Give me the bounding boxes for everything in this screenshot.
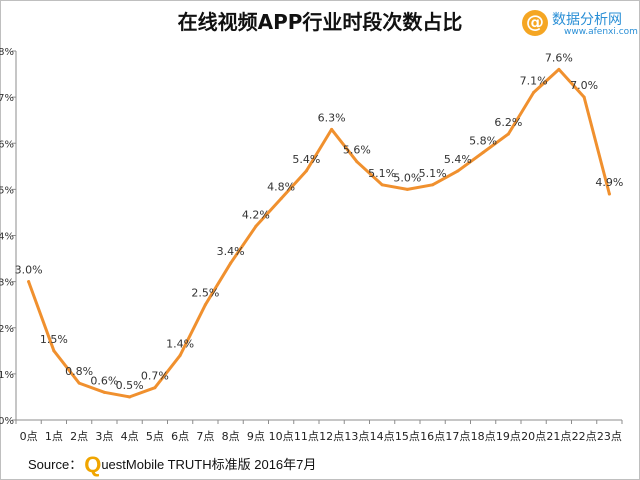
data-label: 3.0% [15, 264, 43, 277]
data-label: 5.8% [469, 134, 497, 147]
x-tick-label: 18点 [471, 430, 496, 443]
data-point [481, 150, 485, 154]
y-axis-ticks: 0% 1% 2% 3% 4% 5% 6% 7% 8% [0, 47, 16, 427]
data-point [304, 169, 308, 173]
series-layer [27, 67, 611, 399]
y-tick-label: 5% [0, 185, 14, 196]
data-label: 4.8% [267, 181, 295, 194]
y-tick-label: 8% [0, 47, 14, 58]
data-point [456, 169, 460, 173]
data-label: 3.4% [217, 245, 245, 258]
data-point [557, 67, 561, 71]
x-tick-label: 22点 [572, 430, 597, 443]
data-label: 7.0% [570, 79, 598, 92]
y-tick-label: 3% [0, 278, 14, 289]
data-point [405, 187, 409, 191]
data-point [380, 183, 384, 187]
data-point [128, 395, 132, 399]
data-point [431, 183, 435, 187]
data-point [532, 91, 536, 95]
data-label: 5.0% [393, 171, 421, 184]
data-label: 2.5% [191, 287, 219, 300]
y-tick-label: 7% [0, 93, 14, 104]
x-tick-label: 23点 [597, 430, 622, 443]
data-point [77, 381, 81, 385]
data-label: 0.6% [90, 374, 118, 387]
data-label: 5.1% [419, 167, 447, 180]
data-point [52, 349, 56, 353]
x-tick-label: 17点 [445, 430, 470, 443]
x-tick-label: 3点 [95, 430, 113, 443]
data-point [254, 224, 258, 228]
x-tick-label: 20点 [521, 430, 546, 443]
data-label: 7.6% [545, 51, 573, 64]
x-tick-label: 9点 [247, 430, 265, 443]
y-tick-label: 1% [0, 370, 14, 381]
data-label: 0.8% [65, 365, 93, 378]
logo-icon: @ [522, 10, 548, 36]
data-labels: 3.0% 1.5% 0.8%0.6%0.5%0.7% 1.4% 2.5% 3.4% 4.2%… [15, 51, 624, 391]
source-note: Source：QuestMobile TRUTH标准版 2016年7月 [28, 452, 316, 478]
questmobile-logo-q: Q [84, 452, 102, 477]
data-point [607, 192, 611, 196]
data-point [153, 386, 157, 390]
y-tick-label: 4% [0, 232, 14, 243]
x-tick-label: 4点 [121, 430, 139, 443]
x-tick-label: 5点 [146, 430, 164, 443]
data-label: 4.9% [595, 176, 623, 189]
x-tick-label: 21点 [546, 430, 571, 443]
data-point [27, 280, 31, 284]
x-axis-ticks: 0点 1点 2点 3点 4点 5点 6点 7点 8点 9点 10点 11点 12点 13点 14点 15点 16… [15, 420, 623, 443]
data-point [229, 261, 233, 265]
x-tick-label: 7点 [196, 430, 214, 443]
x-tick-label: 1点 [45, 430, 63, 443]
x-tick-label: 16点 [420, 430, 445, 443]
x-tick-label: 14点 [370, 430, 395, 443]
x-tick-label: 11点 [294, 430, 319, 443]
data-label: 1.4% [166, 337, 194, 350]
data-label: 0.7% [141, 370, 169, 383]
data-label: 5.6% [343, 144, 371, 157]
x-tick-label: 13点 [344, 430, 369, 443]
data-label: 6.3% [318, 111, 346, 124]
x-tick-label: 8点 [222, 430, 240, 443]
x-tick-label: 15点 [395, 430, 420, 443]
x-tick-label: 10点 [269, 430, 294, 443]
chart-axes [15, 51, 622, 421]
data-label: 5.4% [444, 153, 472, 166]
data-point [279, 197, 283, 201]
chart-title: 在线视频APP行业时段次数占比 [177, 10, 463, 34]
x-tick-label: 0点 [20, 430, 38, 443]
y-tick-label: 6% [0, 139, 14, 150]
y-tick-label: 0% [0, 416, 14, 427]
data-point [178, 353, 182, 357]
data-label: 4.2% [242, 208, 270, 221]
data-point [330, 127, 334, 131]
data-point [355, 160, 359, 164]
data-label: 7.1% [520, 75, 548, 88]
logo-url: www.afenxi.com [564, 27, 638, 37]
data-label: 5.4% [292, 153, 320, 166]
y-tick-label: 2% [0, 324, 14, 335]
data-point [102, 390, 106, 394]
data-label: 0.5% [116, 379, 144, 392]
logo-name: 数据分析网 [552, 12, 622, 28]
data-point [506, 132, 510, 136]
source-text: uestMobile TRUTH标准版 2016年7月 [101, 457, 317, 472]
series-line [27, 67, 611, 399]
logo: @ 数据分析网 www.afenxi.com [520, 6, 638, 46]
data-point [582, 95, 586, 99]
x-tick-label: 2点 [70, 430, 88, 443]
x-tick-label: 12点 [319, 430, 344, 443]
data-label: 6.2% [494, 116, 522, 129]
data-point [203, 303, 207, 307]
source-prefix: Source： [28, 457, 83, 472]
data-label: 5.1% [368, 167, 396, 180]
x-tick-label: 6点 [171, 430, 189, 443]
data-label: 1.5% [40, 333, 68, 346]
x-tick-label: 19点 [496, 430, 521, 443]
